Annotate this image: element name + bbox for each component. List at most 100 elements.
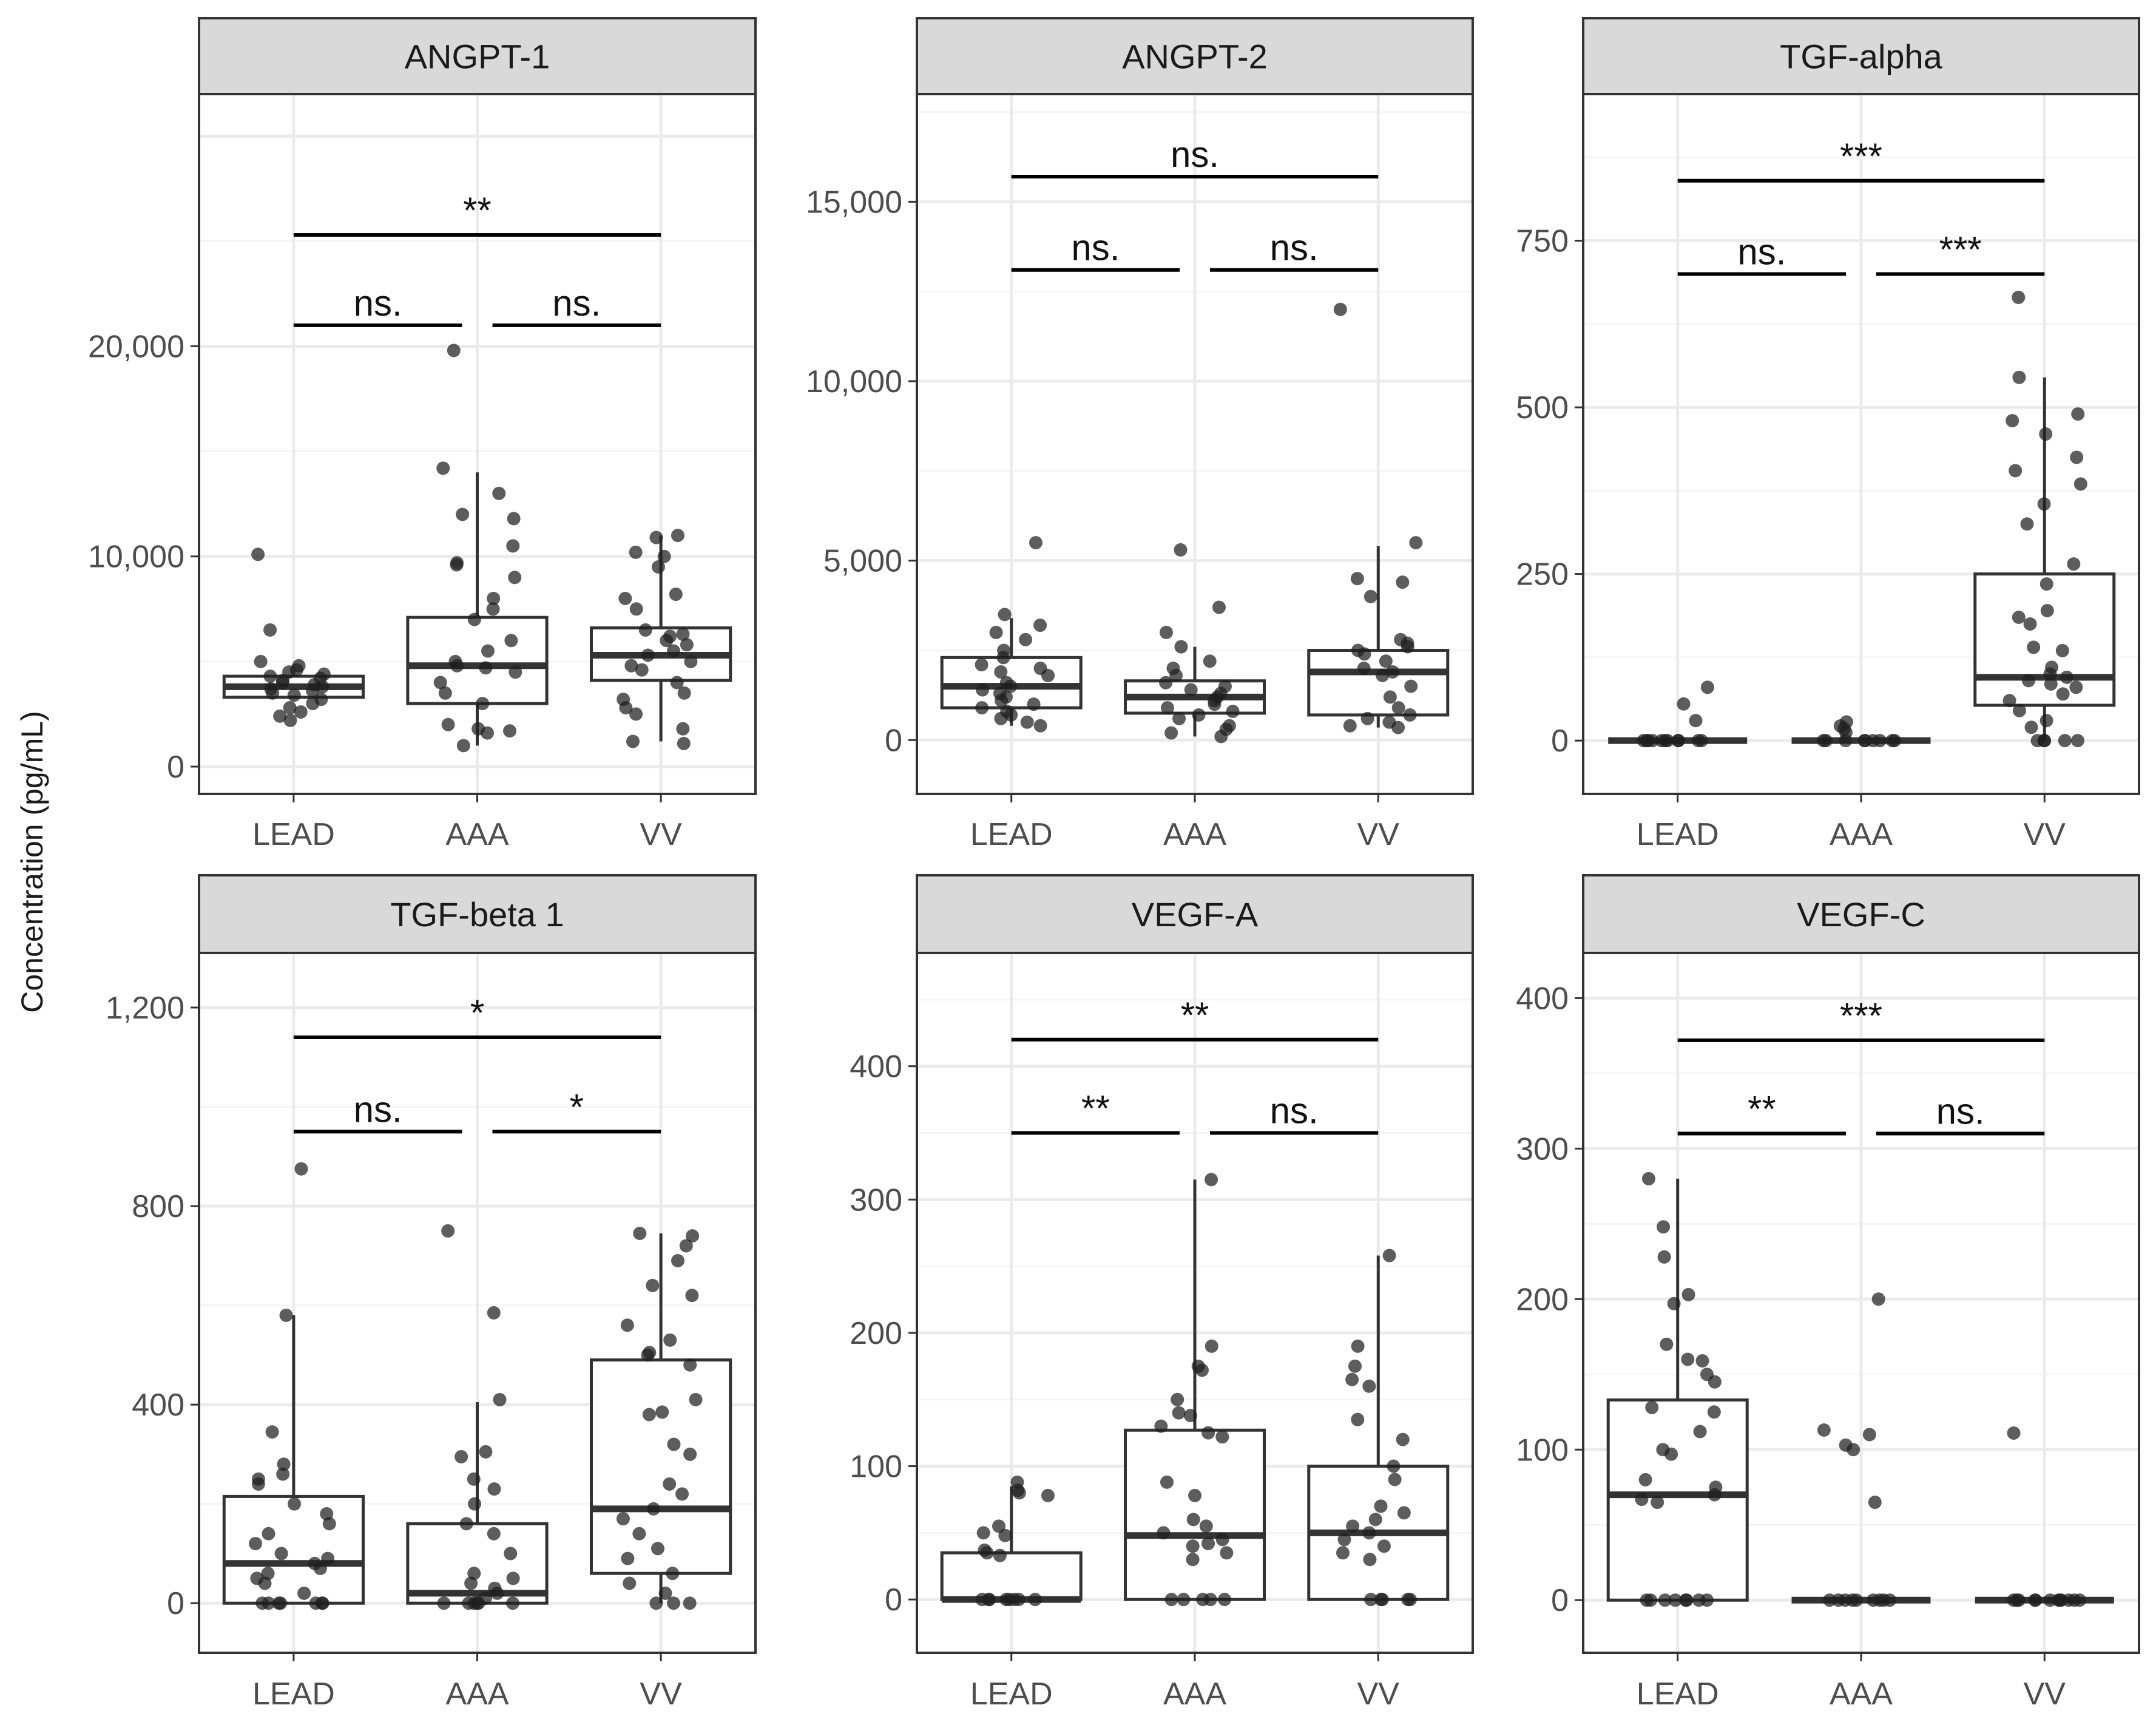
- y-tick-label: 20,000: [88, 329, 184, 364]
- data-point: [1215, 1430, 1229, 1444]
- data-point: [646, 1502, 660, 1516]
- data-point: [2012, 370, 2026, 384]
- data-point: [506, 539, 520, 553]
- data-point: [1664, 1447, 1678, 1461]
- data-point: [976, 1526, 990, 1540]
- data-point: [1658, 1593, 1672, 1607]
- data-point: [248, 1537, 262, 1551]
- data-point: [263, 669, 277, 683]
- data-point: [275, 676, 289, 690]
- data-point: [683, 1596, 697, 1610]
- comparison-lead-vv: ***: [1677, 995, 2045, 1042]
- data-point: [2012, 290, 2026, 304]
- data-point: [1374, 1499, 1388, 1513]
- data-point: [651, 560, 665, 574]
- data-point: [1205, 1339, 1218, 1353]
- data-point: [1689, 714, 1703, 728]
- data-point: [1868, 1496, 1882, 1510]
- x-tick-label: VV: [640, 817, 682, 852]
- data-point: [1192, 708, 1206, 722]
- data-point: [1174, 543, 1188, 557]
- data-point: [655, 1405, 669, 1419]
- data-point: [677, 686, 691, 700]
- data-point: [1708, 1488, 1722, 1502]
- panel-1: 0 5,000 10,000 15,000 ns. ns. ns. ANGPT-2 LEAD AA…: [806, 17, 1474, 852]
- data-point: [437, 1596, 451, 1610]
- data-point: [1873, 1593, 1887, 1607]
- data-point: [1029, 536, 1043, 550]
- points-vv: [617, 529, 698, 750]
- y-tick-label: 0: [885, 1582, 902, 1618]
- x-tick-label: AAA: [1163, 817, 1226, 852]
- x-tick-label: LEAD: [252, 817, 335, 852]
- data-point: [1172, 711, 1186, 725]
- data-point: [1220, 1546, 1234, 1560]
- data-point: [2038, 734, 2052, 748]
- data-point: [2024, 720, 2038, 734]
- data-point: [1694, 734, 1708, 748]
- points-aaa: [1154, 1173, 1234, 1607]
- facet-title: VEGF-A: [1132, 895, 1259, 934]
- comparison-lead-vv: ns.: [1011, 134, 1379, 178]
- box-aaa: [1124, 646, 1266, 737]
- points-aaa: [433, 344, 522, 753]
- data-point: [1363, 1553, 1377, 1567]
- data-point: [982, 1593, 996, 1607]
- data-point: [283, 701, 297, 715]
- points-lead: [975, 536, 1055, 733]
- x-tick-label: LEAD: [1637, 817, 1719, 852]
- significance-label: *: [570, 1086, 584, 1127]
- data-point: [2056, 687, 2070, 701]
- comparison-aaa-vv: ns.: [492, 283, 661, 327]
- data-point: [1657, 1220, 1671, 1234]
- data-point: [1693, 1425, 1707, 1439]
- points-vv: [2007, 1426, 2087, 1607]
- data-point: [487, 591, 501, 605]
- y-axis-label: Concentration (pg/mL): [15, 711, 49, 1012]
- significance-label: **: [1081, 1088, 1110, 1128]
- data-point: [1391, 720, 1405, 734]
- data-point: [1388, 1473, 1402, 1486]
- data-point: [322, 1517, 336, 1531]
- points-vv: [616, 1227, 703, 1610]
- data-point: [254, 654, 268, 668]
- data-point: [632, 1527, 646, 1541]
- data-point: [313, 1561, 327, 1575]
- data-point: [1651, 1496, 1664, 1510]
- x-tick-label: LEAD: [970, 1676, 1053, 1712]
- data-point: [1184, 683, 1198, 697]
- y-tick-label: 100: [1516, 1432, 1569, 1468]
- data-point: [1671, 734, 1685, 748]
- facet-title: ANGPT-2: [1122, 38, 1268, 76]
- data-point: [619, 701, 633, 715]
- data-point: [459, 1517, 473, 1531]
- data-point: [2039, 427, 2053, 441]
- data-point: [646, 1278, 660, 1292]
- data-point: [1351, 1412, 1365, 1426]
- data-point: [975, 658, 988, 672]
- data-point: [456, 739, 470, 753]
- data-point: [1850, 1593, 1864, 1607]
- data-point: [996, 651, 1010, 665]
- data-point: [998, 608, 1012, 622]
- data-point: [1004, 679, 1018, 693]
- data-point: [467, 1472, 481, 1486]
- data-point: [1196, 1593, 1210, 1607]
- data-point: [450, 659, 464, 673]
- data-point: [504, 634, 518, 648]
- box-vv: [1307, 546, 1450, 728]
- data-point: [487, 1306, 501, 1320]
- points-vv: [1336, 1249, 1417, 1607]
- panel-2: 0 250 500 750 *** ns. *** TGF-alpha LEAD AAA VV: [1516, 17, 2140, 852]
- data-point: [2007, 1426, 2021, 1440]
- data-point: [433, 676, 447, 690]
- data-point: [1186, 1513, 1200, 1527]
- data-point: [1817, 734, 1831, 748]
- data-point: [689, 1392, 703, 1406]
- y-tick-label: 0: [1551, 724, 1569, 759]
- comparison-lead-aaa: ns.: [1011, 228, 1180, 272]
- data-point: [1154, 1419, 1168, 1433]
- data-point: [487, 1527, 501, 1541]
- data-point: [621, 1551, 635, 1565]
